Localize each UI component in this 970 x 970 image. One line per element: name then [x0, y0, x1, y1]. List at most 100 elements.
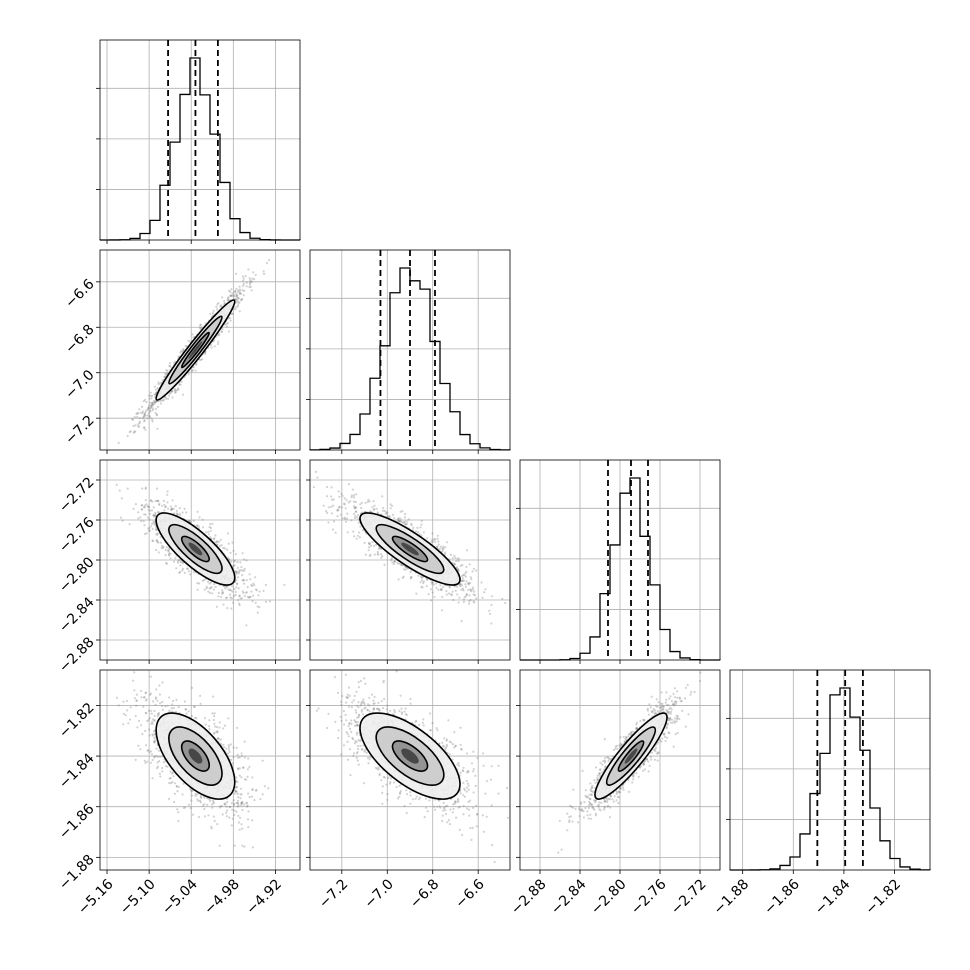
scatter-point [171, 499, 174, 502]
scatter-point [212, 588, 215, 591]
scatter-point [416, 531, 419, 534]
scatter-point [343, 502, 346, 505]
scatter-point [230, 288, 233, 291]
scatter-point [216, 540, 219, 543]
scatter-point [235, 571, 238, 574]
scatter-point [168, 709, 171, 712]
scatter-point [488, 609, 491, 612]
scatter-point [211, 712, 214, 715]
scatter-point [174, 557, 177, 560]
scatter-point [118, 489, 121, 492]
scatter-point [234, 289, 237, 293]
scatter-point [207, 580, 210, 584]
scatter-point [152, 520, 155, 523]
scatter-point [422, 531, 425, 534]
scatter-point [246, 768, 249, 771]
scatter-point [364, 501, 367, 504]
scatter-point [213, 712, 216, 715]
scatter-point [241, 275, 245, 278]
scatter-point [231, 292, 234, 295]
scatter-point [234, 290, 237, 293]
scatter-point [209, 530, 212, 533]
scatter-point [134, 430, 137, 433]
scatter-point [235, 287, 238, 290]
scatter-point [439, 545, 442, 548]
scatter-point [136, 412, 140, 415]
scatter-point [153, 714, 156, 717]
scatter-point [252, 594, 255, 597]
scatter-point [199, 702, 202, 705]
scatter-point [122, 723, 125, 726]
scatter-point [243, 594, 246, 598]
scatter-point [143, 513, 146, 516]
scatter-point [143, 413, 146, 417]
scatter-point [226, 607, 229, 610]
scatter-point [151, 403, 154, 407]
scatter-point [141, 504, 144, 507]
scatter-point [501, 597, 504, 601]
scatter-point [201, 358, 204, 361]
scatter-point [153, 399, 156, 402]
scatter-point [238, 569, 241, 572]
scatter-point [233, 291, 236, 294]
scatter-point [457, 559, 460, 563]
scatter-point [132, 431, 135, 434]
scatter-point [148, 397, 151, 400]
scatter-point [220, 544, 223, 547]
scatter-point [243, 289, 246, 292]
scatter-point [453, 563, 456, 566]
scatter-point [170, 508, 173, 512]
scatter-point [249, 578, 252, 581]
scatter-point [183, 507, 186, 511]
scatter-point [465, 580, 468, 583]
scatter-point [177, 388, 180, 391]
scatter-point [187, 373, 190, 376]
scatter-point [346, 512, 349, 515]
scatter-point [203, 588, 206, 591]
scatter-point [421, 586, 424, 589]
scatter-point [226, 298, 230, 301]
scatter-point [154, 400, 157, 403]
scatter-point [132, 679, 135, 682]
scatter-point [191, 333, 194, 336]
scatter-point [455, 560, 458, 563]
scatter-point [330, 512, 333, 515]
scatter-point [222, 727, 225, 730]
scatter-point [147, 407, 150, 410]
scatter-point [166, 501, 169, 504]
scatter-point [159, 755, 162, 758]
scatter-point [343, 516, 347, 519]
scatter-point [141, 410, 144, 413]
scatter-point [235, 298, 239, 301]
scatter-point [438, 547, 441, 551]
scatter-point [227, 588, 230, 591]
scatter-point [235, 293, 238, 296]
scatter-point [232, 756, 235, 759]
scatter-point [209, 526, 212, 530]
scatter-point [367, 549, 370, 552]
scatter-point [338, 495, 341, 498]
scatter-point [165, 369, 168, 372]
scatter-point [371, 541, 374, 544]
scatter-point [176, 387, 179, 390]
scatter-point [420, 519, 423, 523]
scatter-point [469, 589, 472, 592]
scatter-point [189, 573, 192, 576]
scatter-point [146, 516, 150, 519]
scatter-point [250, 280, 253, 283]
scatter-point [425, 585, 428, 588]
scatter-point [353, 507, 356, 510]
scatter-point [353, 494, 356, 497]
scatter-point [144, 761, 147, 765]
scatter-point [139, 516, 142, 519]
scatter-point [236, 561, 239, 564]
scatter-point [229, 596, 232, 599]
scatter-point [156, 533, 159, 536]
scatter-point [264, 600, 268, 604]
scatter-point [481, 596, 484, 600]
scatter-point [217, 591, 220, 595]
scatter-point [359, 525, 362, 528]
scatter-point [187, 570, 190, 573]
scatter-point [200, 326, 203, 329]
scatter-point [221, 589, 224, 592]
